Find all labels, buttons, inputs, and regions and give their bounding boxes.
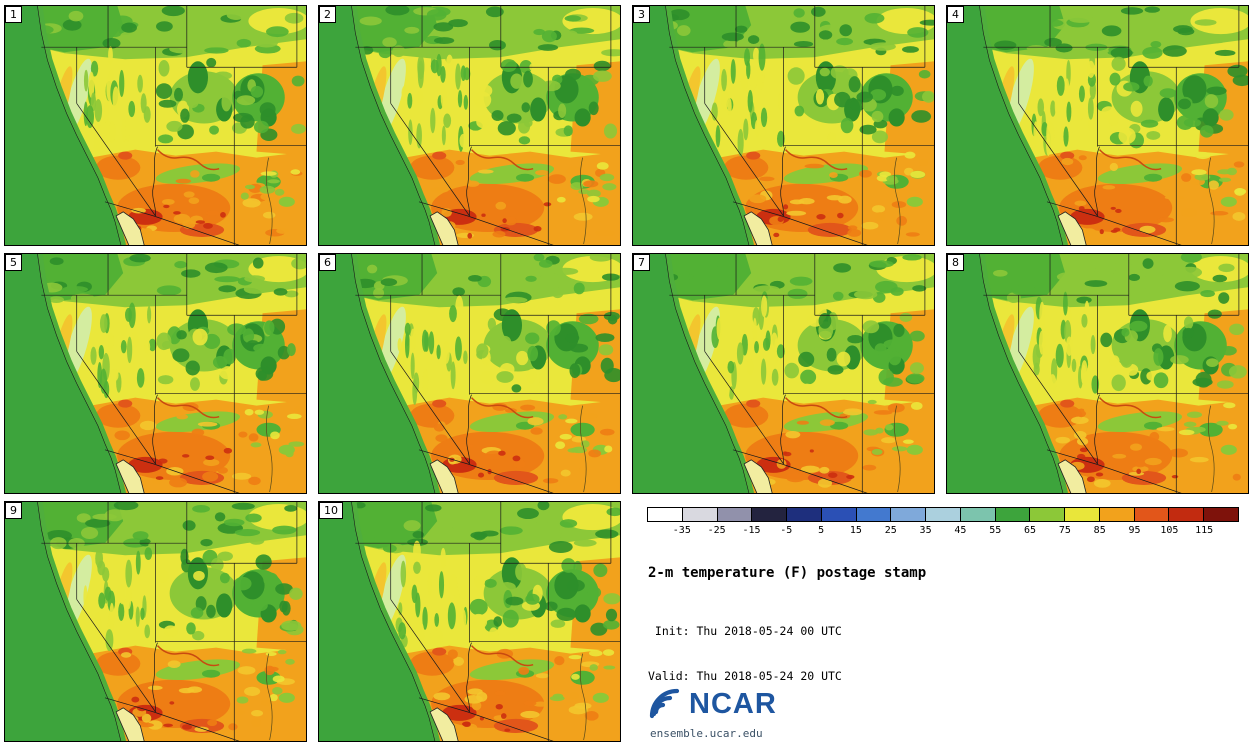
member-number-label: 4 — [947, 6, 964, 23]
ensemble-member-panel: 9 — [4, 501, 307, 742]
init-time-label: Init: Thu 2018-05-24 00 UTC — [648, 624, 842, 638]
valid-time-label: Valid: Thu 2018-05-24 20 UTC — [648, 669, 842, 683]
colorbar-tick-label: 35 — [919, 525, 932, 536]
colorbar-tick-label: -35 — [672, 525, 691, 536]
colorbar: -35 -25 -15 -5 5 15 25 35 45 55 65 75 85 95 105 115 — [647, 507, 1240, 539]
ensemble-member-panel: 3 — [632, 5, 935, 246]
colorbar-tick-label: 15 — [849, 525, 862, 536]
temperature-map — [4, 5, 307, 246]
temperature-map — [318, 5, 621, 246]
colorbar-tick-label: 5 — [818, 525, 825, 536]
colorbar-tick-label: 65 — [1024, 525, 1037, 536]
ncar-logo-text: NCAR — [689, 687, 777, 720]
colorbar-tick-labels: -35 -25 -15 -5 5 15 25 35 45 55 65 75 85 95 105 115 — [647, 525, 1239, 539]
colorbar-segment — [925, 507, 961, 522]
colorbar-segment — [1203, 507, 1240, 522]
member-number-label: 9 — [5, 502, 22, 519]
colorbar-segment — [855, 507, 892, 522]
ncar-logo: NCAR — [648, 685, 777, 723]
temperature-map — [946, 5, 1249, 246]
colorbar-swatches — [647, 507, 1240, 522]
site-url: ensemble.ucar.edu — [650, 727, 763, 740]
temperature-map — [632, 5, 935, 246]
colorbar-segment — [820, 507, 857, 522]
colorbar-segment — [890, 507, 927, 522]
temperature-map — [946, 253, 1249, 494]
ensemble-member-panel: 10 — [318, 501, 621, 742]
member-number-label: 8 — [947, 254, 964, 271]
colorbar-tick-label: -5 — [780, 525, 793, 536]
ensemble-member-panel: 7 — [632, 253, 935, 494]
temperature-map — [318, 253, 621, 494]
colorbar-tick-label: 45 — [954, 525, 967, 536]
colorbar-tick-label: 75 — [1058, 525, 1071, 536]
colorbar-segment — [716, 507, 753, 522]
colorbar-tick-label: 105 — [1160, 525, 1179, 536]
colorbar-segment — [681, 507, 718, 522]
colorbar-segment — [1098, 507, 1135, 522]
colorbar-segment — [994, 507, 1031, 522]
temperature-map — [318, 501, 621, 742]
colorbar-segment — [786, 507, 822, 522]
colorbar-tick-label: 85 — [1093, 525, 1106, 536]
temperature-map — [632, 253, 935, 494]
colorbar-tick-label: 95 — [1128, 525, 1141, 536]
plot-title: 2-m temperature (F) postage stamp — [648, 565, 927, 581]
ensemble-member-panel: 2 — [318, 5, 621, 246]
colorbar-segment — [1064, 507, 1100, 522]
member-number-label: 1 — [5, 6, 22, 23]
colorbar-tick-label: -15 — [742, 525, 761, 536]
ensemble-member-panel: 8 — [946, 253, 1249, 494]
member-number-label: 5 — [5, 254, 22, 271]
ensemble-member-panel: 4 — [946, 5, 1249, 246]
member-number-label: 10 — [319, 502, 343, 519]
member-number-label: 6 — [319, 254, 336, 271]
colorbar-segment — [647, 507, 683, 522]
member-number-label: 2 — [319, 6, 336, 23]
ncar-swoosh-icon — [648, 685, 686, 723]
temperature-map — [4, 501, 307, 742]
colorbar-tick-label: 25 — [884, 525, 897, 536]
temperature-map — [4, 253, 307, 494]
colorbar-segment — [1168, 507, 1205, 522]
ensemble-member-panel: 5 — [4, 253, 307, 494]
colorbar-segment — [1133, 507, 1170, 522]
colorbar-tick-label: 55 — [989, 525, 1002, 536]
init-valid-times: Init: Thu 2018-05-24 00 UTC Valid: Thu 2… — [648, 594, 1249, 714]
ensemble-member-panel: 1 — [4, 5, 307, 246]
member-number-label: 3 — [633, 6, 650, 23]
ensemble-member-panel: 6 — [318, 253, 621, 494]
colorbar-segment — [751, 507, 788, 522]
member-number-label: 7 — [633, 254, 650, 271]
legend-panel: -35 -25 -15 -5 5 15 25 35 45 55 65 75 85 95 105 115 2-m… — [632, 501, 1249, 742]
colorbar-segment — [959, 507, 996, 522]
colorbar-segment — [1029, 507, 1066, 522]
colorbar-tick-label: 115 — [1195, 525, 1214, 536]
colorbar-tick-label: -25 — [707, 525, 726, 536]
